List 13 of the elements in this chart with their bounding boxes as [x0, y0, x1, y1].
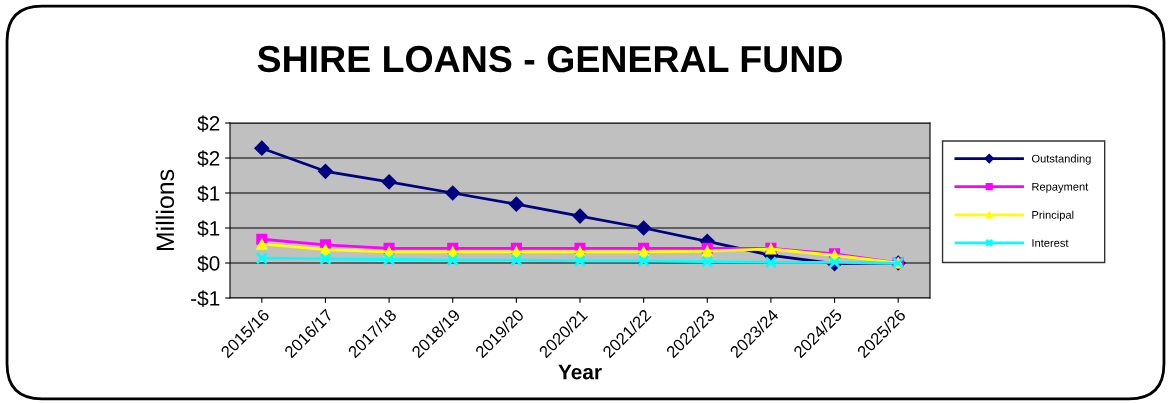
y-axis-title: Millions	[155, 169, 175, 251]
text: Principal	[1032, 210, 1074, 221]
y-tick-label: $1	[197, 220, 220, 237]
y-tick-label: $1	[197, 185, 220, 202]
y-tick-label: -$1	[191, 290, 220, 307]
text: Interest	[1032, 239, 1069, 247]
x-axis-title: Year	[558, 364, 602, 380]
y-tick-label: $0	[197, 255, 220, 272]
text: Repayment	[1032, 182, 1089, 193]
y-tick-label: $2	[197, 115, 220, 132]
chart-title: SHIRE LOANS - GENERAL FUND	[257, 45, 842, 73]
text: Outstanding	[1031, 154, 1091, 165]
y-tick-label: $2	[197, 150, 220, 167]
